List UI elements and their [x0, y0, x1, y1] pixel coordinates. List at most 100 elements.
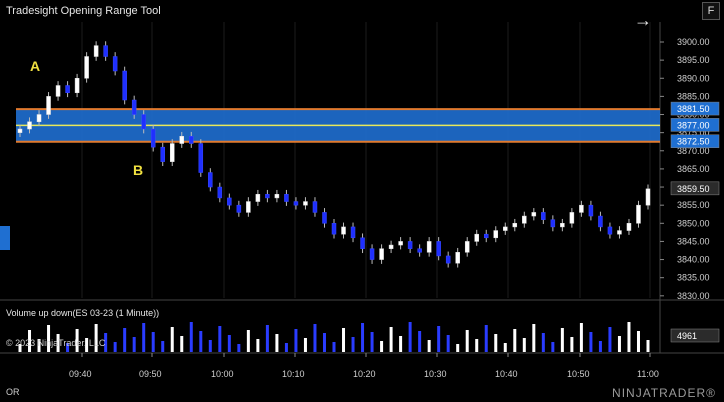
time-tick-label: 11:00	[637, 369, 659, 379]
candle-body	[493, 230, 499, 239]
time-tick-label: 09:40	[69, 369, 92, 379]
candle-body	[169, 143, 175, 162]
price-tick-label: 3875.00	[677, 128, 710, 138]
candle-body	[379, 248, 384, 260]
copyright-text: © 2023 NinjaTrader, LLC	[6, 338, 106, 348]
volume-bar	[418, 331, 422, 352]
candle-body	[312, 201, 318, 213]
volume-bar	[646, 340, 650, 352]
candle-body	[541, 212, 546, 220]
candle-body	[398, 241, 403, 246]
logo-text: NINJATRADER	[612, 386, 707, 400]
side-tab-handle[interactable]	[0, 226, 10, 250]
volume-bar	[18, 344, 22, 352]
annotation-a: A	[30, 58, 40, 74]
volume-bar	[437, 326, 441, 352]
candle-body	[198, 143, 204, 173]
candle-body	[55, 85, 61, 97]
candle-body	[236, 204, 242, 213]
candle-body	[464, 241, 470, 253]
candle-body	[417, 248, 422, 253]
candle-body	[550, 219, 556, 228]
volume-bar	[294, 329, 298, 352]
volume-bar	[332, 342, 336, 352]
time-tick-label: 10:30	[424, 369, 447, 379]
arrow-right-icon[interactable]: →	[634, 10, 652, 30]
volume-badge	[670, 328, 720, 343]
volume-bar	[104, 333, 108, 352]
candle-body	[122, 70, 127, 101]
volume-badge-label: 4961	[677, 331, 697, 341]
price-badge	[670, 181, 720, 196]
candle-body	[36, 114, 42, 123]
logo-registered: ®	[706, 386, 716, 400]
volume-bar	[94, 324, 98, 352]
price-badge-label: 3872.50	[677, 137, 710, 147]
candle-body	[341, 226, 346, 235]
volume-bar	[303, 338, 307, 352]
candle-body	[274, 194, 280, 199]
volume-bar	[227, 335, 231, 352]
candle-body	[246, 201, 251, 213]
volume-bar	[636, 331, 640, 352]
volume-bar	[484, 325, 488, 352]
candle-body	[293, 201, 299, 206]
volume-bar	[465, 330, 469, 352]
volume-bar	[322, 333, 326, 352]
price-badge-label: 3859.50	[677, 184, 710, 194]
f-button[interactable]: F	[702, 2, 720, 20]
volume-bar	[47, 325, 51, 352]
candle-body	[445, 255, 451, 264]
volume-bar	[161, 341, 165, 352]
price-tick-label: 3870.00	[677, 146, 710, 156]
time-tick-label: 10:50	[567, 369, 590, 379]
volume-bar	[598, 341, 602, 352]
price-tick-label: 3895.00	[677, 55, 710, 65]
candle-body	[407, 241, 413, 249]
candle-body	[531, 212, 537, 217]
candle-body	[388, 244, 394, 249]
price-badge	[670, 101, 720, 116]
candle-body	[636, 204, 641, 224]
volume-bar	[208, 340, 212, 352]
volume-bar	[180, 336, 184, 352]
volume-bar	[589, 332, 593, 352]
candle-body	[179, 136, 185, 144]
candle-body	[131, 99, 137, 115]
candle-body	[474, 233, 479, 242]
volume-bar	[399, 336, 403, 352]
volume-bar	[246, 330, 250, 352]
candle-body	[360, 237, 365, 249]
candle-body	[46, 96, 51, 115]
candle-body	[17, 128, 23, 133]
volume-bar	[199, 331, 203, 352]
volume-bar	[627, 322, 631, 352]
price-tick-label: 3890.00	[677, 73, 710, 83]
candle-body	[522, 215, 527, 224]
volume-bar	[151, 332, 155, 352]
candle-body	[322, 212, 327, 224]
candle-body	[141, 114, 146, 130]
volume-bar	[284, 343, 288, 352]
candle-body	[455, 252, 460, 264]
candle-body	[512, 223, 518, 228]
candle-body	[503, 226, 508, 231]
price-tick-label: 3845.00	[677, 236, 710, 246]
volume-bar	[256, 339, 260, 352]
candle-body	[331, 223, 337, 235]
volume-bar	[551, 342, 555, 352]
volume-bar	[123, 328, 127, 352]
volume-bar	[28, 330, 32, 352]
candle-body	[227, 197, 232, 206]
price-tick-label: 3850.00	[677, 218, 710, 228]
price-badge-label: 3881.50	[677, 104, 710, 114]
volume-bar	[427, 340, 431, 352]
volume-bar	[513, 329, 517, 352]
candle-body	[598, 215, 603, 228]
price-tick-label: 3900.00	[677, 37, 710, 47]
volume-bar	[170, 327, 174, 352]
candle-body	[560, 223, 565, 228]
time-tick-label: 10:00	[211, 369, 234, 379]
volume-bar	[132, 337, 136, 352]
volume-bar	[189, 322, 193, 352]
